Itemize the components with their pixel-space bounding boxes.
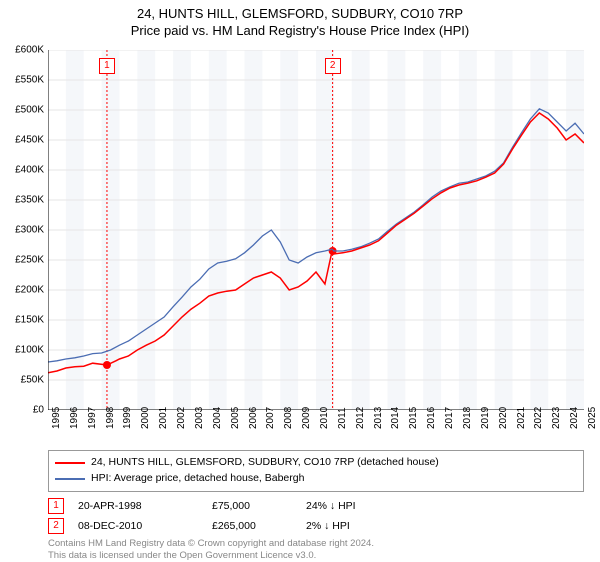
y-tick-label: £0 xyxy=(4,405,44,416)
event-marker: 2 xyxy=(325,58,341,74)
x-tick-label: 2008 xyxy=(283,407,294,429)
x-tick-label: 2003 xyxy=(194,407,205,429)
x-tick-label: 1995 xyxy=(51,407,62,429)
x-tick-label: 2011 xyxy=(337,407,348,429)
x-tick-label: 2021 xyxy=(516,407,527,429)
chart-svg xyxy=(48,50,584,410)
chart-container: 24, HUNTS HILL, GLEMSFORD, SUDBURY, CO10… xyxy=(0,0,600,560)
x-tick-label: 2020 xyxy=(498,407,509,429)
footer-block: Contains HM Land Registry data © Crown c… xyxy=(48,538,584,562)
x-tick-label: 2013 xyxy=(373,407,384,429)
legend-block: 24, HUNTS HILL, GLEMSFORD, SUDBURY, CO10… xyxy=(48,450,584,562)
title-block: 24, HUNTS HILL, GLEMSFORD, SUDBURY, CO10… xyxy=(0,0,600,40)
title-line-2: Price paid vs. HM Land Registry's House … xyxy=(0,23,600,40)
x-tick-label: 1999 xyxy=(122,407,133,429)
event-date: 20-APR-1998 xyxy=(78,500,198,512)
chart-plot-area: £0£50K£100K£150K£200K£250K£300K£350K£400… xyxy=(48,50,584,410)
event-price: £265,000 xyxy=(212,520,292,532)
event-marker: 1 xyxy=(99,58,115,74)
legend-box: 24, HUNTS HILL, GLEMSFORD, SUDBURY, CO10… xyxy=(48,450,584,492)
event-delta: 2% ↓ HPI xyxy=(306,520,406,532)
x-tick-label: 2006 xyxy=(248,407,259,429)
event-legend-row: 2 08-DEC-2010 £265,000 2% ↓ HPI xyxy=(48,518,584,534)
x-tick-label: 2024 xyxy=(569,407,580,429)
legend-label-property: 24, HUNTS HILL, GLEMSFORD, SUDBURY, CO10… xyxy=(91,455,439,471)
footer-line-1: Contains HM Land Registry data © Crown c… xyxy=(48,538,584,550)
title-line-1: 24, HUNTS HILL, GLEMSFORD, SUDBURY, CO10… xyxy=(0,6,600,23)
x-tick-label: 1997 xyxy=(87,407,98,429)
x-tick-label: 1998 xyxy=(105,407,116,429)
x-tick-label: 2012 xyxy=(355,407,366,429)
y-tick-label: £300K xyxy=(4,225,44,236)
event-date: 08-DEC-2010 xyxy=(78,520,198,532)
event-price: £75,000 xyxy=(212,500,292,512)
y-tick-label: £500K xyxy=(4,105,44,116)
legend-row-property: 24, HUNTS HILL, GLEMSFORD, SUDBURY, CO10… xyxy=(55,455,577,471)
x-tick-label: 2000 xyxy=(140,407,151,429)
x-tick-label: 2002 xyxy=(176,407,187,429)
x-tick-label: 2015 xyxy=(408,407,419,429)
footer-line-2: This data is licensed under the Open Gov… xyxy=(48,550,584,562)
x-tick-label: 2009 xyxy=(301,407,312,429)
y-tick-label: £150K xyxy=(4,315,44,326)
y-tick-label: £450K xyxy=(4,135,44,146)
x-tick-label: 2022 xyxy=(533,407,544,429)
x-tick-label: 2007 xyxy=(265,407,276,429)
x-tick-label: 2025 xyxy=(587,407,598,429)
x-tick-label: 2001 xyxy=(158,407,169,429)
x-tick-label: 2016 xyxy=(426,407,437,429)
x-tick-label: 2019 xyxy=(480,407,491,429)
legend-swatch-property xyxy=(55,462,85,464)
x-tick-label: 2017 xyxy=(444,407,455,429)
y-tick-label: £350K xyxy=(4,195,44,206)
y-tick-label: £550K xyxy=(4,75,44,86)
legend-row-hpi: HPI: Average price, detached house, Babe… xyxy=(55,471,577,487)
y-tick-label: £50K xyxy=(4,375,44,386)
y-tick-label: £600K xyxy=(4,45,44,56)
x-tick-label: 2010 xyxy=(319,407,330,429)
y-tick-label: £250K xyxy=(4,255,44,266)
x-tick-label: 2014 xyxy=(390,407,401,429)
x-tick-label: 2023 xyxy=(551,407,562,429)
event-marker-icon: 2 xyxy=(48,518,64,534)
event-legend-row: 1 20-APR-1998 £75,000 24% ↓ HPI xyxy=(48,498,584,514)
legend-swatch-hpi xyxy=(55,478,85,480)
x-tick-label: 2018 xyxy=(462,407,473,429)
event-delta: 24% ↓ HPI xyxy=(306,500,406,512)
x-tick-label: 1996 xyxy=(69,407,80,429)
legend-label-hpi: HPI: Average price, detached house, Babe… xyxy=(91,471,304,487)
y-tick-label: £400K xyxy=(4,165,44,176)
y-tick-label: £100K xyxy=(4,345,44,356)
x-tick-label: 2004 xyxy=(212,407,223,429)
event-marker-icon: 1 xyxy=(48,498,64,514)
x-tick-label: 2005 xyxy=(230,407,241,429)
y-tick-label: £200K xyxy=(4,285,44,296)
